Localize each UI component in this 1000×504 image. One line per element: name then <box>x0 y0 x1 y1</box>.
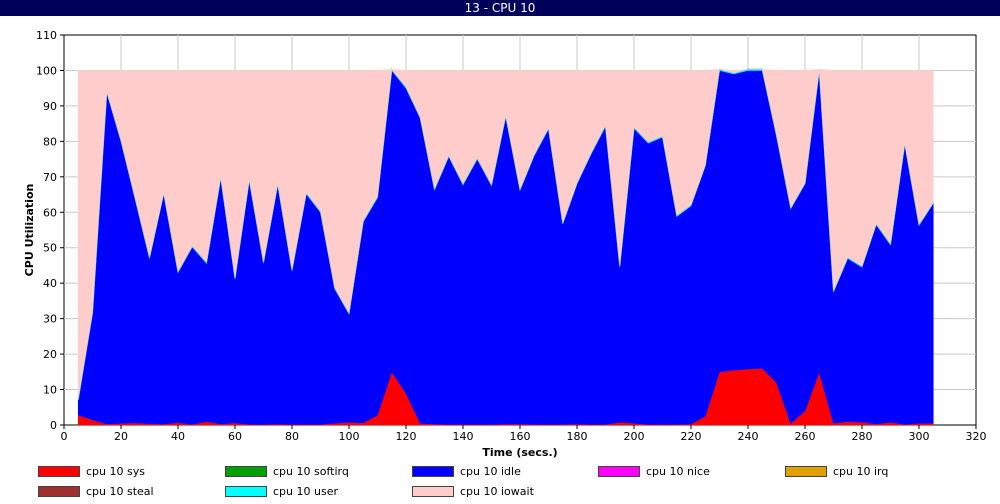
legend-item-cpu-10-sys: cpu 10 sys <box>38 464 145 480</box>
y-tick-label: 60 <box>43 206 57 219</box>
legend-label: cpu 10 iowait <box>460 485 534 498</box>
y-tick-label: 70 <box>43 171 57 184</box>
x-tick-label: 300 <box>909 430 930 443</box>
legend-item-cpu-10-softirq: cpu 10 softirq <box>225 464 349 480</box>
x-tick-label: 60 <box>228 430 242 443</box>
x-tick-label: 240 <box>738 430 759 443</box>
x-tick-label: 40 <box>171 430 185 443</box>
legend-swatch <box>785 465 827 477</box>
legend-item-cpu-10-steal: cpu 10 steal <box>38 484 154 500</box>
cpu-utilization-chart: 0 10 20 30 40 50 60 70 80 90 100 110 0 20 40 60 80 100 120… <box>0 16 1000 462</box>
x-tick-label: 180 <box>567 430 588 443</box>
legend-item-cpu-10-user: cpu 10 user <box>225 484 338 500</box>
legend-item-cpu-10-idle: cpu 10 idle <box>412 464 521 480</box>
window-title: 13 - CPU 10 <box>464 1 536 15</box>
y-axis-label: CPU Utilization <box>23 184 36 277</box>
y-tick-label: 90 <box>43 100 57 113</box>
x-tick-label: 220 <box>681 430 702 443</box>
window-title-bar: 13 - CPU 10 <box>0 0 1000 16</box>
legend-swatch <box>412 485 454 497</box>
y-tick-label: 40 <box>43 277 57 290</box>
legend-label: cpu 10 idle <box>460 465 521 478</box>
y-tick-label: 20 <box>43 348 57 361</box>
legend-label: cpu 10 nice <box>646 465 710 478</box>
y-tick-label: 80 <box>43 135 57 148</box>
legend-label: cpu 10 softirq <box>273 465 349 478</box>
y-tick-label: 110 <box>36 29 57 42</box>
area-series-cpu-10-iowait <box>77 68 934 400</box>
x-tick-label: 100 <box>339 430 360 443</box>
legend-item-cpu-10-irq: cpu 10 irq <box>785 464 888 480</box>
legend-label: cpu 10 steal <box>86 485 154 498</box>
legend-swatch <box>598 465 640 477</box>
legend: cpu 10 sys cpu 10 softirq cpu 10 idle cpu 1… <box>0 462 1000 504</box>
x-tick-label: 0 <box>61 430 68 443</box>
legend-item-cpu-10-nice: cpu 10 nice <box>598 464 710 480</box>
legend-label: cpu 10 sys <box>86 465 145 478</box>
x-tick-label: 140 <box>453 430 474 443</box>
y-tick-label: 0 <box>50 419 57 432</box>
x-tick-label: 200 <box>624 430 645 443</box>
legend-label: cpu 10 user <box>273 485 338 498</box>
x-tick-label: 120 <box>396 430 417 443</box>
legend-swatch <box>412 465 454 477</box>
legend-label: cpu 10 irq <box>833 465 889 478</box>
legend-swatch <box>225 465 267 477</box>
x-tick-label: 20 <box>114 430 128 443</box>
x-axis-label: Time (secs.) <box>482 446 557 459</box>
x-tick-label: 320 <box>966 430 987 443</box>
y-tick-label: 10 <box>43 384 57 397</box>
x-tick-label: 80 <box>285 430 299 443</box>
y-tick-label: 50 <box>43 242 57 255</box>
legend-item-cpu-10-iowait: cpu 10 iowait <box>412 484 534 500</box>
legend-swatch <box>225 485 267 497</box>
y-tick-label: 30 <box>43 313 57 326</box>
x-tick-label: 260 <box>795 430 816 443</box>
y-tick-label: 100 <box>36 64 57 77</box>
legend-swatch <box>38 485 80 497</box>
x-tick-label: 280 <box>852 430 873 443</box>
axis-ticks: 0 10 20 30 40 50 60 70 80 90 100 110 0 20 40 60 80 100 120… <box>36 29 987 443</box>
x-tick-label: 160 <box>510 430 531 443</box>
stacked-areas <box>77 67 934 426</box>
legend-swatch <box>38 465 80 477</box>
